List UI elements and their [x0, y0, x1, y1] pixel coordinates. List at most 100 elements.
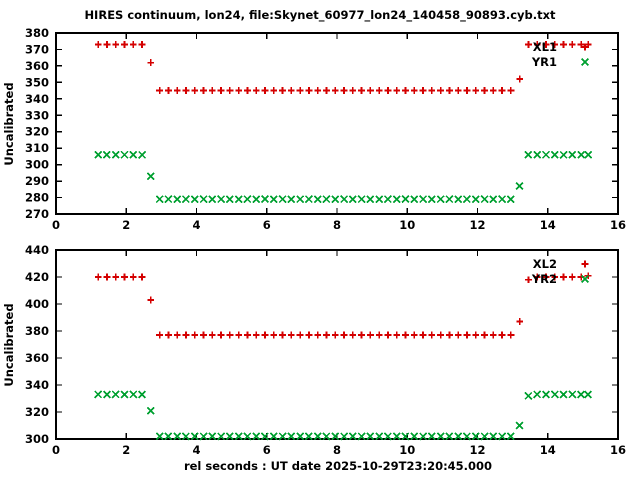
y-tick-label: 300: [25, 158, 49, 172]
data-point-marker: [462, 195, 471, 204]
data-point-marker: [462, 432, 471, 441]
data-point-marker: [559, 150, 568, 159]
data-point-marker: [454, 432, 463, 441]
data-point-marker: [541, 390, 550, 399]
series-YR2: [94, 390, 593, 441]
x-tick-label: 0: [52, 218, 60, 232]
data-point-marker: [138, 150, 147, 159]
data-point-marker: [559, 390, 568, 399]
data-point-marker: [480, 432, 489, 441]
x-tick-label: 16: [610, 218, 626, 232]
data-point-marker: [427, 432, 436, 441]
data-point-marker: [322, 195, 331, 204]
data-point-marker: [515, 421, 524, 430]
data-point-marker: [577, 150, 586, 159]
data-point-marker: [138, 390, 147, 399]
x-tick-label: 6: [263, 218, 271, 232]
data-point-marker: [541, 150, 550, 159]
data-point-marker: [498, 195, 507, 204]
x-tick-label: 16: [610, 443, 626, 457]
data-point-marker: [199, 195, 208, 204]
data-point-marker: [260, 432, 269, 441]
data-point-marker: [357, 432, 366, 441]
data-point-marker: [445, 195, 454, 204]
x-tick-label: 8: [333, 218, 341, 232]
top-plot-panel: 270 280 290 300 310 320 330 340 350 360 370 380 0 2 4 6…: [2, 26, 626, 232]
data-point-marker: [331, 432, 340, 441]
data-point-marker: [375, 432, 384, 441]
data-point-marker: [173, 432, 182, 441]
x-tick-label: 0: [52, 443, 60, 457]
data-point-marker: [524, 391, 533, 400]
x-tick-label: 4: [192, 218, 200, 232]
data-point-marker: [392, 432, 401, 441]
data-point-marker: [164, 195, 173, 204]
y-tick-label: 270: [25, 207, 49, 221]
y-tick-label: 310: [25, 141, 49, 155]
y-tick-label: 380: [25, 26, 49, 40]
data-point-marker: [111, 150, 120, 159]
data-point-marker: [304, 195, 313, 204]
data-point-marker: [331, 195, 340, 204]
data-point-marker: [304, 432, 313, 441]
data-point-marker: [155, 195, 164, 204]
y-tick-label: 300: [25, 432, 49, 446]
data-point-marker: [190, 195, 199, 204]
data-point-marker: [550, 150, 559, 159]
x-tick-label: 4: [192, 443, 200, 457]
data-point-marker: [190, 432, 199, 441]
y-axis-label: Uncalibrated: [2, 82, 16, 165]
x-axis-label: rel seconds : UT date 2025-10-29T23:20:4…: [184, 459, 492, 473]
data-point-marker: [225, 195, 234, 204]
y-tick-label: 290: [25, 174, 49, 188]
data-point-marker: [401, 432, 410, 441]
data-point-marker: [94, 150, 103, 159]
data-point-marker: [401, 195, 410, 204]
data-point-marker: [243, 432, 252, 441]
data-point-marker: [471, 195, 480, 204]
y-tick-label: 340: [25, 378, 49, 392]
y-tick-label: 420: [25, 270, 49, 284]
x-tick-label: 2: [122, 218, 130, 232]
data-point-marker: [313, 195, 322, 204]
data-point-marker: [234, 195, 243, 204]
series-YR1: [94, 150, 593, 204]
y-tick-label: 370: [25, 42, 49, 56]
legend-label-XL2: XL2: [533, 257, 557, 271]
data-point-marker: [146, 406, 155, 415]
data-point-marker: [278, 195, 287, 204]
y-axis-label: Uncalibrated: [2, 303, 16, 386]
x-tick-label: 12: [469, 443, 485, 457]
data-point-marker: [296, 432, 305, 441]
data-point-marker: [366, 195, 375, 204]
y-tick-label: 400: [25, 297, 49, 311]
data-point-marker: [392, 195, 401, 204]
y-tick-label: 330: [25, 108, 49, 122]
legend-label-XL1: XL1: [533, 40, 557, 54]
data-point-marker: [243, 195, 252, 204]
data-point-marker: [234, 432, 243, 441]
data-point-marker: [419, 432, 428, 441]
data-point-marker: [155, 432, 164, 441]
data-point-marker: [278, 432, 287, 441]
data-point-marker: [383, 195, 392, 204]
data-point-marker: [419, 195, 428, 204]
data-point-marker: [454, 195, 463, 204]
y-tick-label: 360: [25, 351, 49, 365]
y-tick-label: 440: [25, 243, 49, 257]
data-point-marker: [208, 195, 217, 204]
data-point-marker: [584, 390, 593, 399]
data-point-marker: [533, 390, 542, 399]
data-point-marker: [577, 390, 586, 399]
data-point-marker: [252, 195, 261, 204]
data-point-marker: [296, 195, 305, 204]
data-point-marker: [427, 195, 436, 204]
data-point-marker: [410, 195, 419, 204]
data-point-marker: [260, 195, 269, 204]
data-point-marker: [436, 432, 445, 441]
series-XL2: [94, 272, 592, 339]
data-point-marker: [498, 432, 507, 441]
